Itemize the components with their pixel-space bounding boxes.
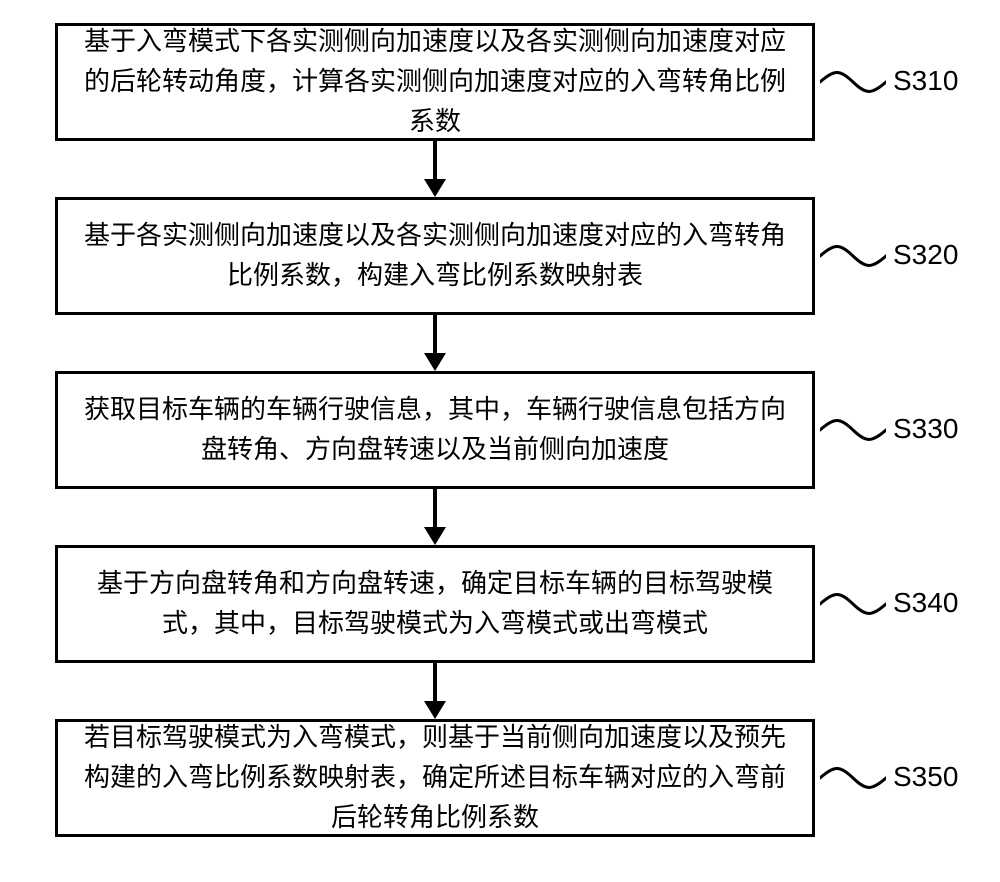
- flow-step-text: 基于各实测侧向加速度以及各实测侧向加速度对应的入弯转角比例系数，构建入弯比例系数…: [72, 216, 798, 297]
- flow-step-text: 基于方向盘转角和方向盘转速，确定目标车辆的目标驾驶模式，其中，目标驾驶模式为入弯…: [72, 564, 798, 645]
- flow-step-text: 获取目标车辆的车辆行驶信息，其中，车辆行驶信息包括方向盘转角、方向盘转速以及当前…: [72, 390, 798, 471]
- connector-tilde: [820, 241, 886, 271]
- flow-step-box: 基于方向盘转角和方向盘转速，确定目标车辆的目标驾驶模式，其中，目标驾驶模式为入弯…: [55, 545, 815, 663]
- connector-tilde: [820, 67, 886, 97]
- flow-step-box: 获取目标车辆的车辆行驶信息，其中，车辆行驶信息包括方向盘转角、方向盘转速以及当前…: [55, 371, 815, 489]
- flow-step-text: 基于入弯模式下各实测侧向加速度以及各实测侧向加速度对应的后轮转动角度，计算各实测…: [72, 22, 798, 143]
- connector-tilde: [820, 415, 886, 445]
- connector-tilde: [820, 589, 886, 619]
- flow-arrow-line: [433, 315, 437, 353]
- flow-step-box: 基于入弯模式下各实测侧向加速度以及各实测侧向加速度对应的后轮转动角度，计算各实测…: [55, 23, 815, 141]
- connector-tilde: [820, 763, 886, 793]
- flow-step-label: S340: [893, 587, 958, 619]
- flow-step-box: 若目标驾驶模式为入弯模式，则基于当前侧向加速度以及预先构建的入弯比例系数映射表，…: [55, 719, 815, 837]
- flow-step-text: 若目标驾驶模式为入弯模式，则基于当前侧向加速度以及预先构建的入弯比例系数映射表，…: [72, 718, 798, 839]
- flow-step-label: S330: [893, 413, 958, 445]
- flow-step-box: 基于各实测侧向加速度以及各实测侧向加速度对应的入弯转角比例系数，构建入弯比例系数…: [55, 197, 815, 315]
- flow-step-label: S320: [893, 239, 958, 271]
- flow-step-label: S310: [893, 65, 958, 97]
- flowchart-canvas: 基于入弯模式下各实测侧向加速度以及各实测侧向加速度对应的后轮转动角度，计算各实测…: [0, 0, 1000, 882]
- flow-arrow-line: [433, 489, 437, 527]
- flow-step-label: S350: [893, 761, 958, 793]
- flow-arrow-line: [433, 663, 437, 701]
- flow-arrow-line: [433, 141, 437, 179]
